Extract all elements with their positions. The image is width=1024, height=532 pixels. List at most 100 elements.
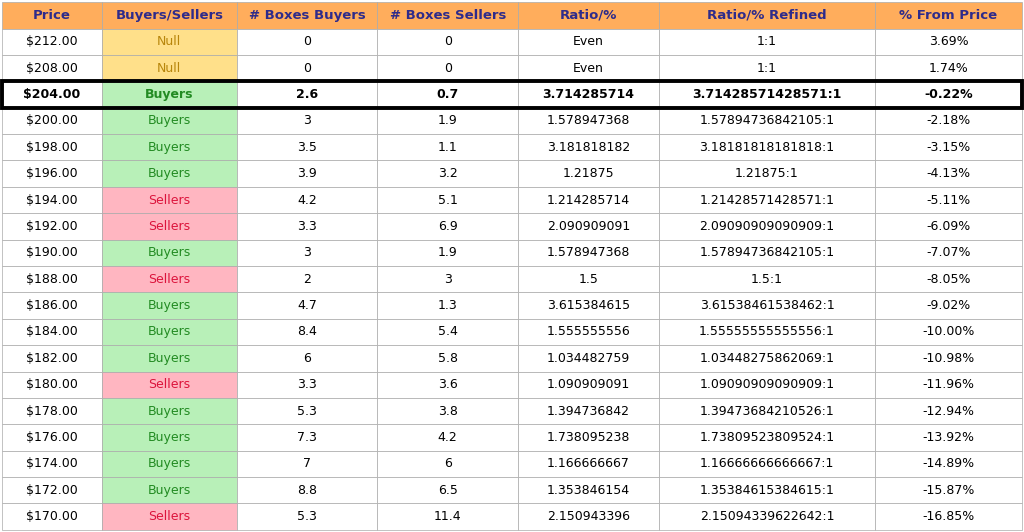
Text: 1.1: 1.1	[438, 141, 458, 154]
Bar	[2, 107, 102, 134]
Text: Ratio/%: Ratio/%	[560, 9, 617, 22]
Bar	[518, 213, 658, 239]
Text: 0: 0	[303, 62, 311, 74]
Text: 7.3: 7.3	[297, 431, 317, 444]
Bar	[237, 81, 378, 107]
Text: Buyers: Buyers	[147, 114, 190, 127]
Bar	[378, 2, 518, 29]
Text: Sellers: Sellers	[148, 273, 190, 286]
Text: 1.21428571428571:1: 1.21428571428571:1	[699, 194, 835, 206]
Bar	[2, 425, 102, 451]
Bar	[237, 398, 378, 425]
Bar	[518, 345, 658, 371]
Bar	[237, 266, 378, 293]
Bar	[2, 187, 102, 213]
Text: Sellers: Sellers	[148, 378, 190, 391]
Bar	[876, 266, 1022, 293]
Text: 6.9: 6.9	[438, 220, 458, 233]
Text: -11.96%: -11.96%	[923, 378, 975, 391]
Bar	[2, 213, 102, 239]
Text: -13.92%: -13.92%	[923, 431, 975, 444]
Text: 1.74%: 1.74%	[929, 62, 969, 74]
Text: 7: 7	[303, 458, 311, 470]
Bar	[518, 451, 658, 477]
Text: 1.394736842: 1.394736842	[547, 405, 630, 418]
Bar	[102, 187, 237, 213]
Text: 8.8: 8.8	[297, 484, 317, 497]
Bar	[876, 213, 1022, 239]
Text: $194.00: $194.00	[27, 194, 78, 206]
Text: 1.55555555555556:1: 1.55555555555556:1	[699, 326, 835, 338]
Bar	[876, 81, 1022, 107]
Bar	[237, 161, 378, 187]
Bar	[518, 477, 658, 503]
Bar	[378, 266, 518, 293]
Text: Null: Null	[158, 35, 181, 48]
Text: 1.57894736842105:1: 1.57894736842105:1	[699, 246, 835, 259]
Bar	[518, 266, 658, 293]
Bar	[658, 29, 876, 55]
Bar	[2, 319, 102, 345]
Text: 5.8: 5.8	[437, 352, 458, 365]
Text: 1.090909091: 1.090909091	[547, 378, 630, 391]
Bar	[237, 371, 378, 398]
Bar	[876, 425, 1022, 451]
Text: 3.18181818181818:1: 3.18181818181818:1	[699, 141, 835, 154]
Bar	[518, 187, 658, 213]
Bar	[102, 477, 237, 503]
Text: # Boxes Buyers: # Boxes Buyers	[249, 9, 366, 22]
Text: $212.00: $212.00	[27, 35, 78, 48]
Text: 1.03448275862069:1: 1.03448275862069:1	[699, 352, 835, 365]
Bar	[102, 451, 237, 477]
Text: 1.35384615384615:1: 1.35384615384615:1	[699, 484, 835, 497]
Bar	[237, 134, 378, 161]
Text: -16.85%: -16.85%	[923, 510, 975, 523]
Bar	[658, 451, 876, 477]
Text: 2.6: 2.6	[296, 88, 318, 101]
Text: 2: 2	[303, 273, 311, 286]
Text: -15.87%: -15.87%	[923, 484, 975, 497]
Text: 0.7: 0.7	[436, 88, 459, 101]
Text: 3.181818182: 3.181818182	[547, 141, 630, 154]
Text: $170.00: $170.00	[26, 510, 78, 523]
Bar	[102, 29, 237, 55]
Bar	[102, 503, 237, 530]
Text: $188.00: $188.00	[26, 273, 78, 286]
Bar	[378, 345, 518, 371]
Bar	[102, 213, 237, 239]
Bar	[2, 29, 102, 55]
Bar	[2, 81, 102, 107]
Bar	[378, 213, 518, 239]
Bar	[658, 55, 876, 81]
Bar	[658, 187, 876, 213]
Text: Buyers: Buyers	[147, 326, 190, 338]
Bar	[658, 239, 876, 266]
Bar	[102, 425, 237, 451]
Bar	[237, 107, 378, 134]
Bar	[876, 29, 1022, 55]
Bar	[378, 187, 518, 213]
Bar	[876, 239, 1022, 266]
Text: 3.5: 3.5	[297, 141, 317, 154]
Bar	[518, 398, 658, 425]
Bar	[876, 55, 1022, 81]
Bar	[658, 319, 876, 345]
Bar	[876, 161, 1022, 187]
Text: 3.8: 3.8	[438, 405, 458, 418]
Text: $182.00: $182.00	[27, 352, 78, 365]
Text: $204.00: $204.00	[24, 88, 81, 101]
Text: $190.00: $190.00	[27, 246, 78, 259]
Bar	[102, 266, 237, 293]
Text: -3.15%: -3.15%	[927, 141, 971, 154]
Text: Even: Even	[573, 62, 604, 74]
Bar	[658, 371, 876, 398]
Text: 4.2: 4.2	[297, 194, 316, 206]
Text: 5.3: 5.3	[297, 405, 317, 418]
Bar	[378, 134, 518, 161]
Text: -8.05%: -8.05%	[927, 273, 971, 286]
Bar	[237, 55, 378, 81]
Text: Buyers: Buyers	[147, 458, 190, 470]
Bar	[102, 2, 237, 29]
Text: 1.166666667: 1.166666667	[547, 458, 630, 470]
Text: $176.00: $176.00	[27, 431, 78, 444]
